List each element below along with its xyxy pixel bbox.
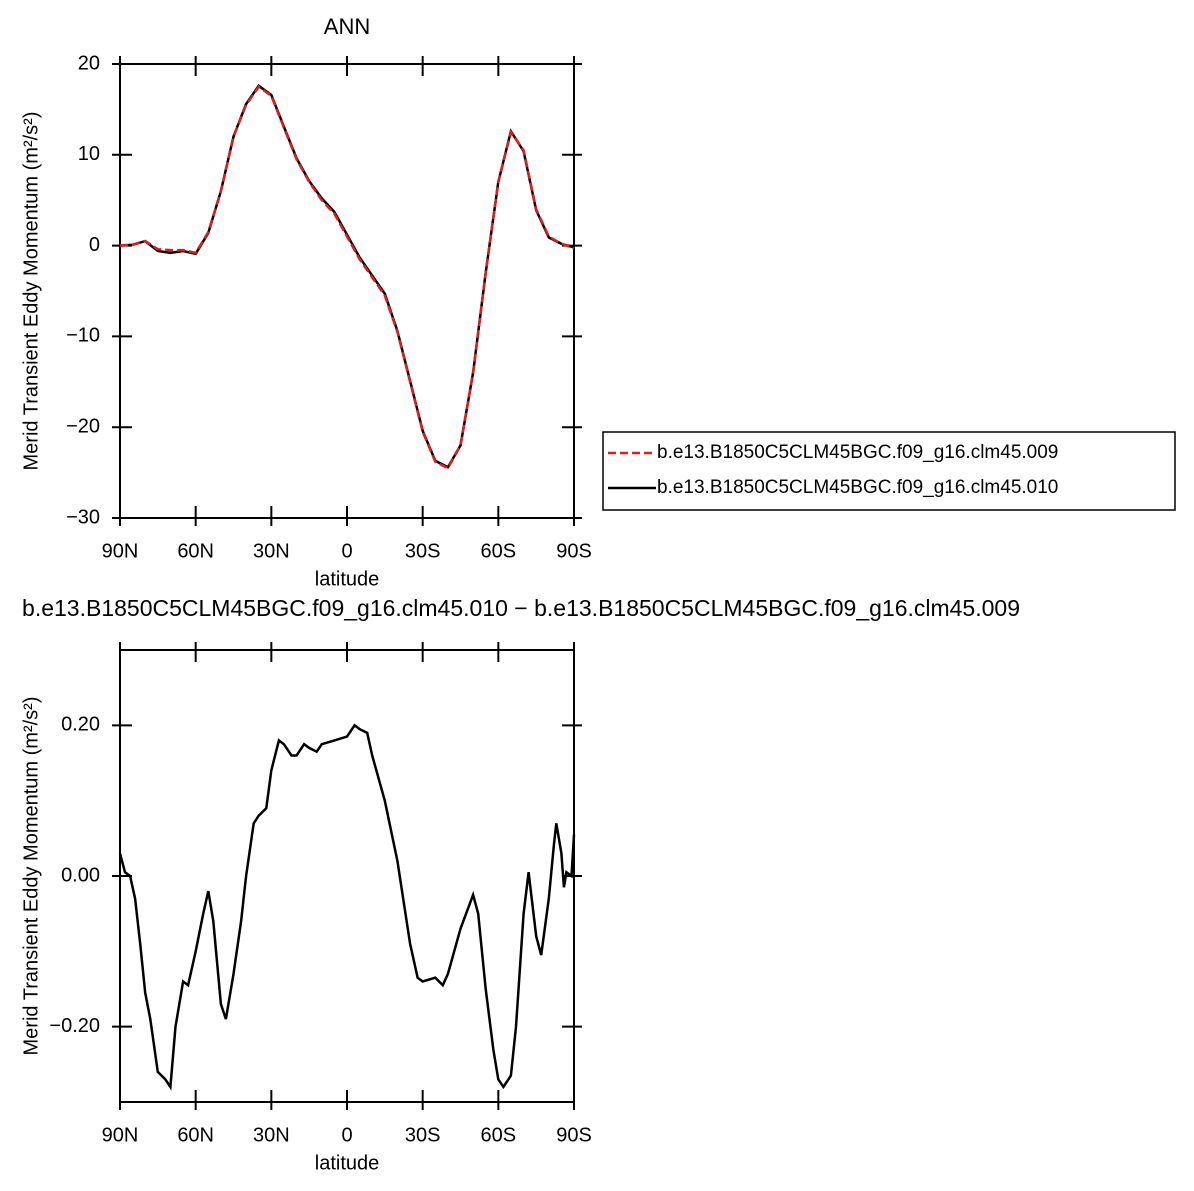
y-tick-label: 20 xyxy=(78,52,100,74)
x-tick-label: 90S xyxy=(556,540,592,562)
series-line xyxy=(118,723,576,1091)
y-axis-label: Merid Transient Eddy Momentum (m²/s²) xyxy=(20,112,42,471)
x-tick-label: 0 xyxy=(341,1124,352,1146)
x-tick-label: 60S xyxy=(481,1124,517,1146)
y-tick-label: −30 xyxy=(66,506,100,528)
legend-label: b.e13.B1850C5CLM45BGC.f09_g16.clm45.009 xyxy=(657,442,1058,463)
series-line xyxy=(119,84,575,470)
x-tick-label: 30N xyxy=(253,540,290,562)
y-tick-label: 0 xyxy=(89,234,100,256)
x-tick-label: 90S xyxy=(556,1124,592,1146)
chart-title: ANN xyxy=(324,14,370,39)
x-tick-label: 60N xyxy=(177,1124,214,1146)
x-tick-label: 90N xyxy=(102,540,139,562)
y-tick-label: −0.20 xyxy=(49,1015,100,1037)
x-tick-label: 90N xyxy=(102,1124,139,1146)
series-line xyxy=(119,84,575,469)
x-tick-label: 30S xyxy=(405,1124,441,1146)
legend-box xyxy=(602,431,1176,511)
y-tick-label: −20 xyxy=(66,415,100,437)
chart-title: b.e13.B1850C5CLM45BGC.f09_g16.clm45.010 … xyxy=(22,595,1020,621)
x-tick-label: 0 xyxy=(341,540,352,562)
y-tick-label: 0.20 xyxy=(61,714,100,736)
x-tick-label: 60N xyxy=(177,540,214,562)
x-axis-label: latitude xyxy=(315,568,380,590)
legend-label: b.e13.B1850C5CLM45BGC.f09_g16.clm45.010 xyxy=(657,477,1058,498)
y-tick-label: 10 xyxy=(78,143,100,165)
plot-frame xyxy=(119,649,575,1103)
y-label-clip: Merid Transient Eddy Momentum (m²/s²) xyxy=(20,697,42,1056)
x-axis-label: latitude xyxy=(315,1152,380,1174)
x-tick-label: 30S xyxy=(405,540,441,562)
x-tick-label: 30N xyxy=(253,1124,290,1146)
x-tick-label: 60S xyxy=(481,540,517,562)
y-tick-label: 0.00 xyxy=(61,864,100,886)
y-axis-label: Merid Transient Eddy Momentum (m²/s²) xyxy=(20,697,42,1056)
plot-frame xyxy=(119,63,575,519)
y-tick-label: −10 xyxy=(66,325,100,347)
